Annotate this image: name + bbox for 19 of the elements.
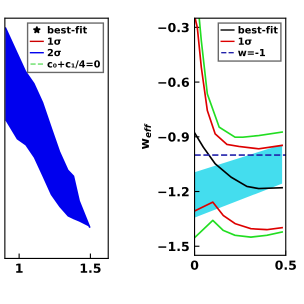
- legend-label: w=-1: [238, 49, 266, 56]
- y-tick-label: −1.2: [158, 186, 189, 196]
- y-tick-label: −0.9: [158, 132, 189, 142]
- x-tick-label: 1: [16, 264, 23, 273]
- legend-label: c₀+c₁/4=0: [47, 60, 100, 68]
- y-tick-label: −0.6: [158, 78, 190, 88]
- y-tick-label: −0.3: [158, 22, 189, 32]
- line-series: [194, 220, 283, 238]
- legend-label: best-fit: [238, 26, 278, 34]
- legend-label: 2σ: [48, 48, 61, 56]
- y-tick-label: −1.5: [158, 242, 189, 252]
- y-axis-title: w$_{eff}$: [142, 123, 152, 150]
- x-tick-label: 0.5: [275, 260, 296, 270]
- x-tick-label: 0: [190, 260, 198, 270]
- legend-label: 1σ: [238, 38, 252, 45]
- x-tick-label: 1.5: [80, 264, 101, 273]
- legend-label: best-fit: [48, 26, 88, 34]
- legend-label: 1σ: [48, 38, 61, 45]
- line-series: [194, 201, 283, 230]
